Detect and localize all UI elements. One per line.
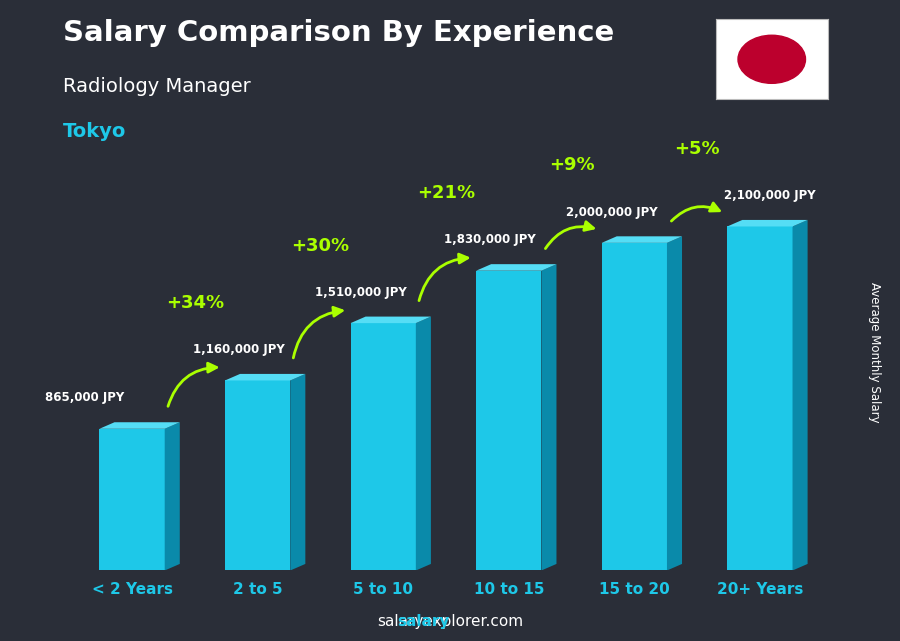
Polygon shape xyxy=(542,264,556,570)
Text: 1,510,000 JPY: 1,510,000 JPY xyxy=(315,286,407,299)
Text: 2,000,000 JPY: 2,000,000 JPY xyxy=(566,206,658,219)
Text: 1,830,000 JPY: 1,830,000 JPY xyxy=(444,233,536,246)
Polygon shape xyxy=(99,422,180,429)
Bar xyxy=(225,381,291,570)
Text: Radiology Manager: Radiology Manager xyxy=(63,77,251,96)
Text: +34%: +34% xyxy=(166,294,224,312)
Polygon shape xyxy=(793,220,807,570)
Bar xyxy=(727,226,793,570)
Text: +5%: +5% xyxy=(674,140,720,158)
Polygon shape xyxy=(165,422,180,570)
Text: 865,000 JPY: 865,000 JPY xyxy=(45,392,124,404)
Bar xyxy=(99,429,165,570)
Text: Salary Comparison By Experience: Salary Comparison By Experience xyxy=(63,19,614,47)
Text: 2,100,000 JPY: 2,100,000 JPY xyxy=(724,189,815,202)
Bar xyxy=(602,243,667,570)
Polygon shape xyxy=(225,374,305,381)
Bar xyxy=(350,323,416,570)
Polygon shape xyxy=(476,264,556,271)
Text: salary: salary xyxy=(398,615,450,629)
Text: +21%: +21% xyxy=(417,184,475,203)
Polygon shape xyxy=(727,220,807,226)
Polygon shape xyxy=(291,374,305,570)
Polygon shape xyxy=(416,317,431,570)
Bar xyxy=(476,271,542,570)
Text: Average Monthly Salary: Average Monthly Salary xyxy=(868,282,881,423)
Polygon shape xyxy=(667,237,682,570)
Circle shape xyxy=(738,35,806,83)
Polygon shape xyxy=(350,317,431,323)
Text: +30%: +30% xyxy=(292,237,349,254)
Text: +9%: +9% xyxy=(549,156,594,174)
Text: salaryexplorer.com: salaryexplorer.com xyxy=(377,615,523,629)
Text: Tokyo: Tokyo xyxy=(63,122,126,141)
Polygon shape xyxy=(602,237,682,243)
Text: 1,160,000 JPY: 1,160,000 JPY xyxy=(193,343,284,356)
